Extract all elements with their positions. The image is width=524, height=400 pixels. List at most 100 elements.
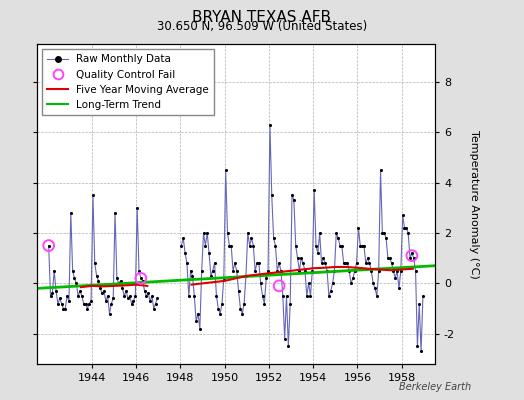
Point xyxy=(334,235,342,241)
Point xyxy=(376,167,385,173)
Point xyxy=(325,293,333,299)
Point xyxy=(266,122,274,128)
Point xyxy=(356,242,365,249)
Point xyxy=(183,260,191,266)
Point xyxy=(198,268,206,274)
Y-axis label: Temperature Anomaly (°C): Temperature Anomaly (°C) xyxy=(469,130,479,278)
Point xyxy=(50,268,58,274)
Point xyxy=(386,255,394,261)
Point xyxy=(348,275,357,282)
Point xyxy=(87,298,95,304)
Point xyxy=(251,268,259,274)
Point xyxy=(351,268,359,274)
Point xyxy=(244,230,252,236)
Point xyxy=(268,192,276,198)
Point xyxy=(393,268,401,274)
Point xyxy=(211,260,219,266)
Point xyxy=(321,260,330,266)
Point xyxy=(65,298,73,304)
Text: BRYAN TEXAS AFB: BRYAN TEXAS AFB xyxy=(192,10,332,25)
Point xyxy=(245,242,254,249)
Point xyxy=(415,300,423,307)
Point xyxy=(345,268,353,274)
Point xyxy=(271,242,280,249)
Point xyxy=(137,275,145,282)
Point xyxy=(315,230,324,236)
Point xyxy=(264,268,272,274)
Point xyxy=(319,255,328,261)
Point xyxy=(91,260,99,266)
Point xyxy=(146,298,154,304)
Point xyxy=(80,300,88,307)
Point xyxy=(238,310,246,317)
Point xyxy=(369,280,377,286)
Point xyxy=(387,260,396,266)
Point xyxy=(330,268,339,274)
Point xyxy=(187,268,195,274)
Point xyxy=(195,326,204,332)
Point xyxy=(102,298,110,304)
Point xyxy=(67,210,75,216)
Point xyxy=(83,305,92,312)
Point xyxy=(380,230,388,236)
Point xyxy=(184,293,193,299)
Point xyxy=(122,288,130,294)
Point xyxy=(410,255,418,261)
Point xyxy=(233,268,241,274)
Point xyxy=(258,293,267,299)
Point xyxy=(323,268,331,274)
Point xyxy=(96,285,104,292)
Point xyxy=(341,260,350,266)
Point xyxy=(371,285,379,292)
Point xyxy=(69,268,77,274)
Point xyxy=(247,235,256,241)
Point xyxy=(179,235,188,241)
Point xyxy=(354,225,363,231)
Point xyxy=(310,187,319,193)
Point xyxy=(127,300,136,307)
Point xyxy=(284,343,292,350)
Point xyxy=(53,300,62,307)
Point xyxy=(234,288,243,294)
Point xyxy=(61,305,70,312)
Point xyxy=(57,300,66,307)
Point xyxy=(336,242,344,249)
Point xyxy=(295,268,303,274)
Point xyxy=(231,260,239,266)
Point xyxy=(116,278,125,284)
Point xyxy=(192,318,200,324)
Point xyxy=(286,300,294,307)
Point xyxy=(352,260,361,266)
Point xyxy=(406,255,414,261)
Point xyxy=(120,293,128,299)
Point xyxy=(404,230,412,236)
Point xyxy=(326,288,335,294)
Point xyxy=(275,283,283,289)
Point xyxy=(280,336,289,342)
Point xyxy=(391,275,399,282)
Point xyxy=(398,212,407,218)
Point xyxy=(144,290,152,297)
Legend: Raw Monthly Data, Quality Control Fail, Five Year Moving Average, Long-Term Tren: Raw Monthly Data, Quality Control Fail, … xyxy=(42,49,214,115)
Point xyxy=(203,230,211,236)
Point xyxy=(107,300,115,307)
Point xyxy=(236,305,245,312)
Point xyxy=(413,343,422,350)
Point xyxy=(220,275,228,282)
Point xyxy=(282,293,291,299)
Point xyxy=(138,278,147,284)
Point xyxy=(100,288,108,294)
Point xyxy=(74,293,82,299)
Point xyxy=(98,290,106,297)
Point xyxy=(151,300,160,307)
Point xyxy=(408,250,416,256)
Point xyxy=(402,225,410,231)
Point xyxy=(72,280,81,286)
Point xyxy=(113,275,121,282)
Point xyxy=(149,305,158,312)
Point xyxy=(133,204,141,211)
Point xyxy=(242,273,250,279)
Point xyxy=(153,295,161,302)
Point xyxy=(301,268,309,274)
Point xyxy=(378,230,387,236)
